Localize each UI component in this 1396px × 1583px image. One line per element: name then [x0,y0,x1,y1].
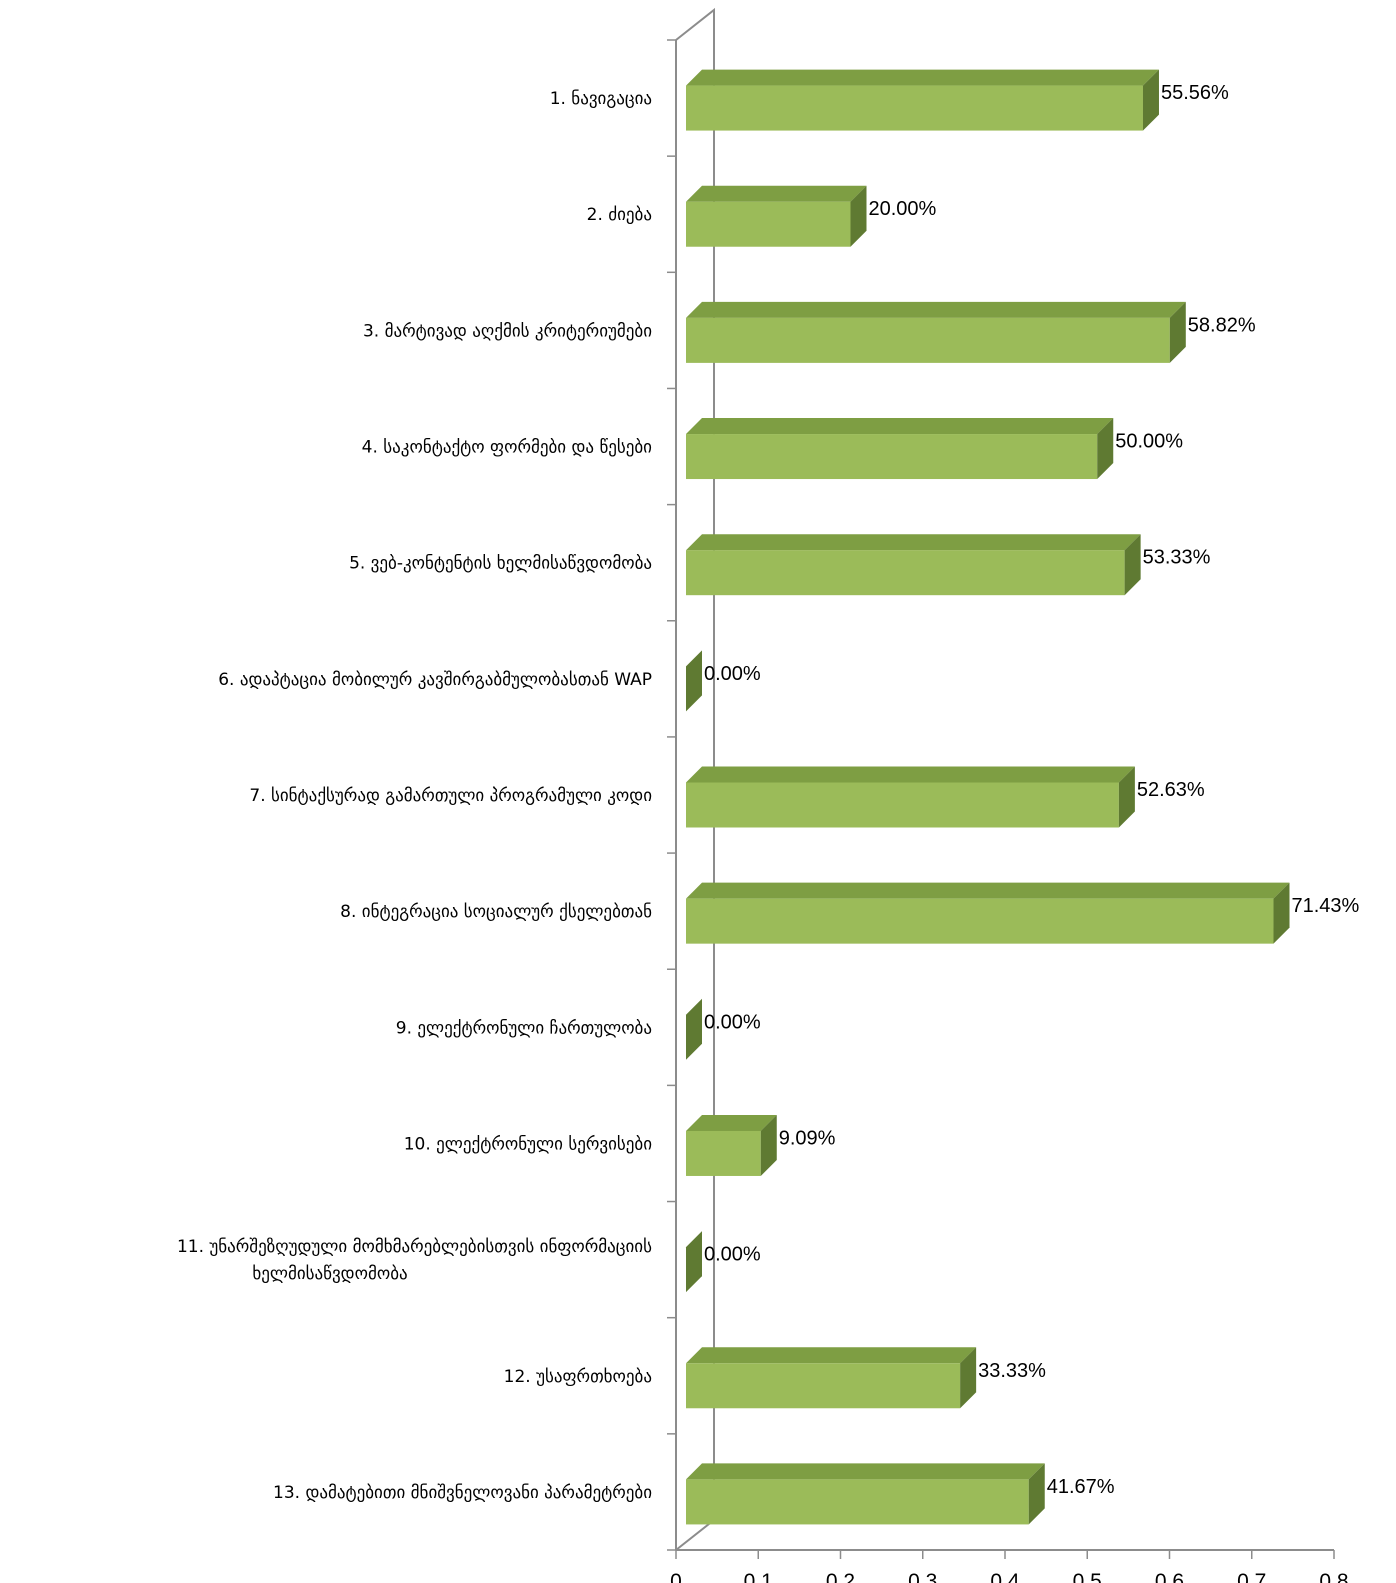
data-label: 55.56% [1161,82,1229,104]
bar-top-face [686,882,1290,899]
x-axis-tick-labels: 0 0.1 0.2 0.3 0.4 0.5 0.6 0.7 0.8 [670,1570,1348,1583]
category-label: 1. ნავიგაცია [550,89,652,109]
bar-front-face [686,201,851,247]
bar [686,1114,777,1176]
category-label: 7. სინტაქსურად გამართული პროგრამული კოდი [249,786,652,806]
bar-side-face [850,185,867,247]
category-label: 13. დამატებითი მნიშვნელოვანი პარამეტრები [273,1483,652,1503]
x-tick-label: 0.1 [744,1570,773,1583]
bar [686,882,1290,944]
x-tick-label: 0.7 [1237,1570,1266,1583]
category-label: 9. ელექტრონული ჩართულობა [396,1018,652,1038]
bar-side-face [1118,766,1135,828]
category-label: 5. ვებ-კონტენტის ხელმისაწვდომობა [349,554,652,574]
bar-front-face [686,434,1098,480]
data-label: 58.82% [1188,314,1256,336]
bar [686,534,1141,596]
data-label: 53.33% [1143,547,1211,569]
bar-top-face [686,418,1114,435]
category-label: 10. ელექტრონული სერვისები [404,1134,652,1154]
bar-side-face [686,1231,702,1293]
data-label: 0.00% [704,1244,761,1266]
bar [686,650,702,712]
x-tick-label: 0.8 [1319,1570,1348,1583]
chart-axes [667,7,1335,1559]
bar [686,1347,977,1409]
bar-front-face [686,85,1143,131]
bar-side-face [1097,418,1114,480]
bar [686,998,702,1060]
data-label: 71.43% [1292,895,1360,917]
bar [686,69,1159,131]
category-labels: 1. ნავიგაცია 2. ძიება 3. მარტივად აღქმის კ… [177,89,652,1503]
data-label: 41.67% [1047,1476,1115,1498]
bar-top-face [686,69,1159,86]
bar-side-face [1273,882,1290,944]
data-label: 52.63% [1137,779,1205,801]
data-label: 9.09% [779,1127,836,1149]
bar [686,1231,702,1293]
category-label: 11. უნარშეზღუდული მომხმარებლებისთვის ინფ… [177,1237,652,1284]
bar-front-face [686,898,1274,944]
bar-side-face [686,998,702,1060]
x-tick-label: 0.3 [908,1570,937,1583]
bar [686,418,1114,480]
value-labels: 55.56% 20.00% 58.82% 50.00% 53.33% 0.00% 52.63… [704,82,1360,1498]
x-tick-label: 0.2 [826,1570,855,1583]
x-tick-label: 0.5 [1073,1570,1102,1583]
category-label: 3. მარტივად აღქმის კრიტერიუმები [363,321,652,341]
bar [686,185,867,247]
bar-front-face [686,1479,1029,1525]
data-label: 33.33% [978,1360,1046,1382]
x-tick-label: 0.6 [1155,1570,1184,1583]
bar-side-face [1169,301,1186,363]
chart-bars [686,69,1290,1525]
bar-front-face [686,317,1170,363]
category-label: 8. ინტეგრაცია სოციალურ ქსელებთან [340,902,652,922]
data-label: 20.00% [869,198,937,220]
category-label: 6. ადაპტაცია მობილურ კავშირგაბმულობასთან… [218,670,652,690]
side-wall [675,7,715,1551]
bar-top-face [686,766,1135,783]
category-label: 2. ძიება [587,205,652,225]
bar-side-face [1124,534,1141,596]
bar-top-face [686,301,1186,318]
bar-front-face [686,1363,961,1409]
bar-side-face [1142,69,1159,131]
bar-front-face [686,1130,761,1176]
bar-top-face [686,185,867,202]
bar [686,1463,1045,1525]
data-label: 0.00% [704,663,761,685]
x-tick-label: 0.4 [990,1570,1020,1583]
bar-top-face [686,534,1141,551]
data-label: 50.00% [1115,431,1183,453]
bar-top-face [686,1347,977,1364]
x-tick-label: 0 [670,1570,682,1583]
bar-side-face [686,650,702,712]
bar [686,301,1186,363]
bar-top-face [686,1463,1045,1480]
bar-side-face [760,1114,777,1176]
category-label: 12. უსაფრთხოება [504,1367,652,1387]
bar [686,766,1135,828]
bar-front-face [686,550,1125,596]
bar-side-face [1028,1463,1045,1525]
data-label: 0.00% [704,1011,761,1033]
bar-front-face [686,782,1119,828]
bar-side-face [960,1347,977,1409]
bar-top-face [686,1114,777,1131]
category-label: 4. საკონტაქტო ფორმები და წესები [362,438,652,458]
